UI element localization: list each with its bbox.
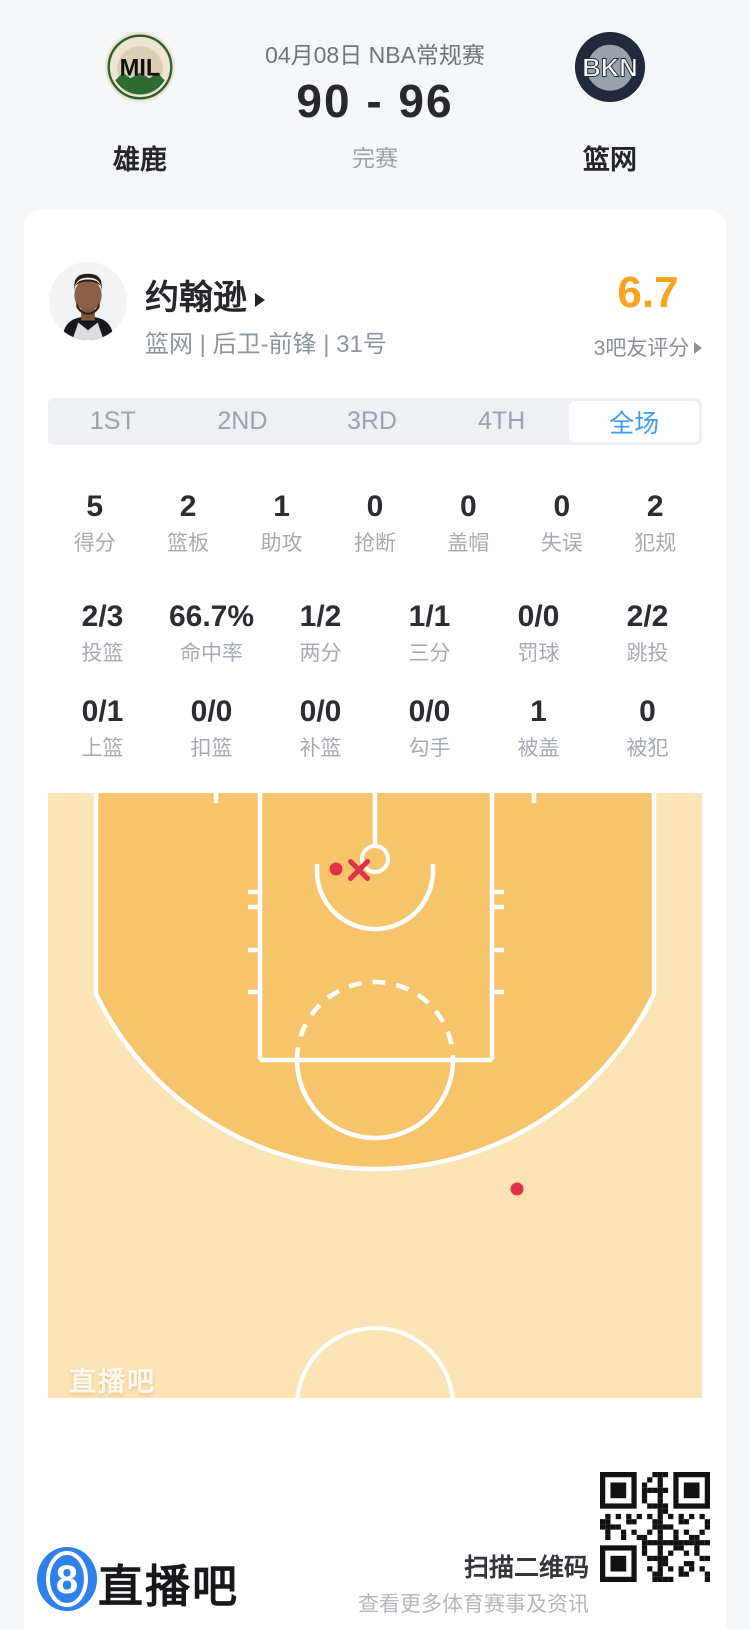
stat-value: 0/0 (517, 600, 560, 633)
stat-value: 2 (646, 490, 664, 523)
stat-label: 失误 (540, 532, 583, 555)
stat-label: 命中率 (180, 642, 243, 665)
stat-cell: 0/0 补篮 (266, 695, 375, 761)
stat-cell: 1 助攻 (235, 490, 328, 556)
player-stats-card: 约翰逊 篮网 | 后卫-前锋 | 31号 6.7 3吧友评分 1ST 2ND 3RD… (24, 210, 726, 1629)
stat-label: 篮板 (167, 532, 210, 555)
stat-cell: 1/2 两分 (266, 600, 375, 666)
shot-missed-marker (348, 859, 370, 881)
stat-value: 1 (273, 490, 290, 523)
stat-value: 0 (553, 490, 571, 523)
stat-label: 勾手 (408, 737, 451, 760)
shot-made-marker (510, 1182, 524, 1196)
stat-cell: 2 犯规 (609, 490, 702, 556)
court-watermark: 直播吧 (69, 1367, 156, 1397)
stat-value: 0/0 (408, 695, 451, 728)
match-date-competition: 04月08日 NBA常规赛 (265, 42, 485, 68)
player-name-text: 约翰逊 (145, 279, 247, 317)
stat-label: 补篮 (299, 737, 342, 760)
stat-value: 0 (366, 490, 384, 523)
stat-cell: 0 被犯 (593, 695, 702, 761)
stat-cell: 2/2 跳投 (593, 600, 702, 666)
stat-label: 被犯 (626, 737, 669, 760)
stat-value: 0/0 (299, 695, 342, 728)
stat-value: 5 (86, 490, 104, 523)
player-rating-value: 6.7 (617, 268, 679, 317)
brand-logo: 8 (37, 1547, 97, 1611)
match-status: 完赛 (352, 145, 398, 171)
svg-text:MIL: MIL (120, 56, 161, 82)
stat-cell: 0 失误 (515, 490, 608, 556)
tab-3rd[interactable]: 3RD (346, 407, 397, 435)
stat-value: 2 (179, 490, 197, 523)
tab-全场[interactable]: 全场 (569, 401, 699, 442)
stat-label: 投篮 (81, 642, 124, 665)
stat-cell: 66.7% 命中率 (157, 600, 266, 666)
stat-cell: 0 盖帽 (422, 490, 515, 556)
stat-label: 三分 (408, 642, 451, 665)
team-away-name[interactable]: 篮网 (583, 145, 637, 175)
stat-label: 罚球 (517, 642, 560, 665)
stat-value: 1/2 (299, 600, 342, 633)
stat-value: 2/2 (626, 600, 669, 633)
stat-label: 抢断 (353, 532, 396, 555)
qr-code (600, 1472, 710, 1582)
tab-4th[interactable]: 4TH (477, 407, 526, 435)
stat-label: 助攻 (260, 532, 303, 555)
rating-label-text: 3吧友评分 (593, 337, 690, 360)
team-home-name[interactable]: 雄鹿 (113, 145, 167, 175)
stat-label: 被盖 (517, 737, 560, 760)
stat-cell: 0/0 罚球 (484, 600, 593, 666)
svg-text:BKN: BKN (582, 54, 637, 82)
stat-cell: 0/1 上篮 (48, 695, 157, 761)
stat-value: 0/1 (81, 695, 124, 728)
qr-subtitle: 查看更多体育赛事及资讯 (358, 1593, 589, 1616)
stat-value: 2/3 (81, 600, 124, 633)
rating-arrow-icon (694, 342, 703, 354)
period-tabbar: 1ST 2ND 3RD 4TH 全场 (48, 398, 702, 445)
stat-value: 1 (530, 695, 547, 728)
stats-row-shooting: 2/3 投篮 66.7% 命中率 1/2 两分 1/1 三分 0/0 罚球 2/2 跳投 (48, 600, 702, 666)
stat-cell: 2 篮板 (141, 490, 234, 556)
stat-label: 上篮 (81, 737, 124, 760)
tab-1st[interactable]: 1ST (89, 407, 136, 435)
team-away-logo[interactable]: BKN (574, 31, 646, 103)
shot-markers (329, 859, 524, 1196)
stat-cell: 2/3 投篮 (48, 600, 157, 666)
stat-label: 两分 (299, 642, 342, 665)
player-rating-link[interactable]: 3吧友评分 (568, 332, 728, 362)
expand-arrow-icon (255, 293, 265, 307)
stats-row-main: 5 得分 2 篮板 1 助攻 0 抢断 0 盖帽 0 失误 2 犯规 (48, 490, 702, 556)
match-header: MIL 雄鹿 04月08日 NBA常规赛 90 - 96 完赛 BKN 篮网 (0, 0, 750, 185)
stat-label: 扣篮 (190, 737, 233, 760)
stat-cell: 0 抢断 (328, 490, 421, 556)
player-avatar[interactable] (49, 262, 127, 340)
stat-value: 0 (639, 695, 656, 728)
stat-label: 跳投 (626, 642, 669, 665)
qr-title: 扫描二维码 (463, 1554, 589, 1582)
stat-cell: 1 被盖 (484, 695, 593, 761)
shot-made-marker (329, 862, 343, 876)
team-home-logo[interactable]: MIL (104, 31, 176, 103)
stat-label: 得分 (73, 532, 116, 555)
shot-chart-court (48, 793, 702, 1398)
stat-value: 1/1 (408, 600, 451, 633)
player-name[interactable]: 约翰逊 (145, 270, 265, 319)
tab-2nd[interactable]: 2ND (217, 407, 268, 435)
stat-cell: 5 得分 (48, 490, 141, 556)
stat-cell: 0/0 扣篮 (157, 695, 266, 761)
stat-cell: 1/1 三分 (375, 600, 484, 666)
stat-label: 盖帽 (447, 532, 490, 555)
brand-name: 直播吧 (98, 1561, 240, 1612)
stat-value: 0/0 (190, 695, 233, 728)
stat-cell: 0/0 勾手 (375, 695, 484, 761)
stat-label: 犯规 (634, 532, 677, 555)
match-score: 90 - 96 (296, 75, 454, 127)
svg-text:8: 8 (56, 1558, 78, 1602)
stat-value: 66.7% (168, 600, 255, 633)
player-meta: 篮网 | 后卫-前锋 | 31号 (145, 331, 387, 358)
stats-row-detail: 0/1 上篮 0/0 扣篮 0/0 补篮 0/0 勾手 1 被盖 0 被犯 (48, 695, 702, 761)
stat-value: 0 (460, 490, 477, 523)
